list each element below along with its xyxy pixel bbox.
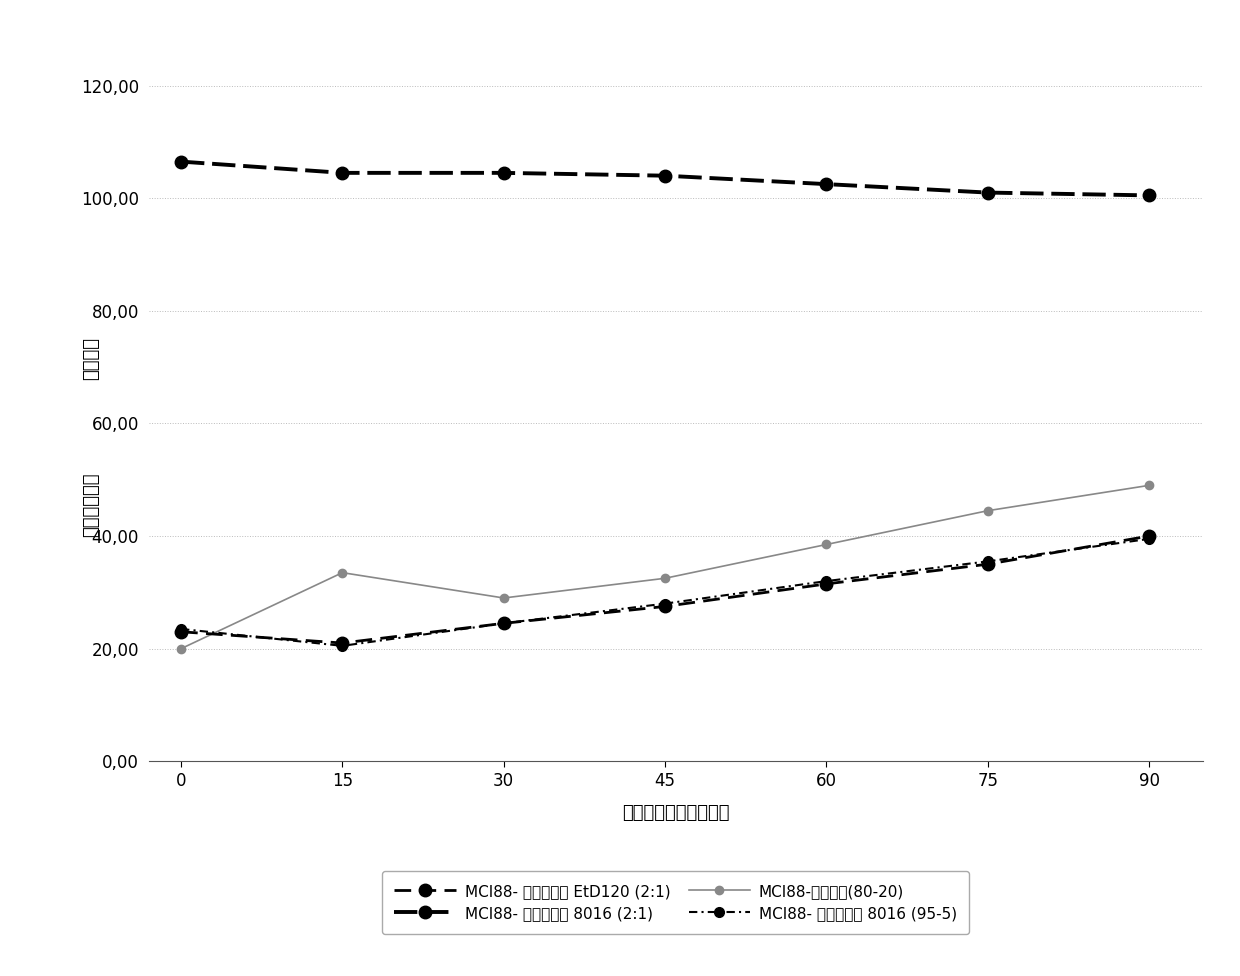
Text: 液相中的: 液相中的	[82, 337, 100, 381]
Legend: MCI88- 乳清水解物 EtD120 (2:1), MCI88- 乳清水解物 8016 (2:1), MCI88-天然乳清(80-20), MCI88- 乳清: MCI88- 乳清水解物 EtD120 (2:1), MCI88- 乳清水解物 …	[382, 872, 970, 934]
X-axis label: 消化时间（以分钟计）: 消化时间（以分钟计）	[622, 803, 729, 822]
Text: 蛋白质百分比: 蛋白质百分比	[82, 472, 100, 538]
